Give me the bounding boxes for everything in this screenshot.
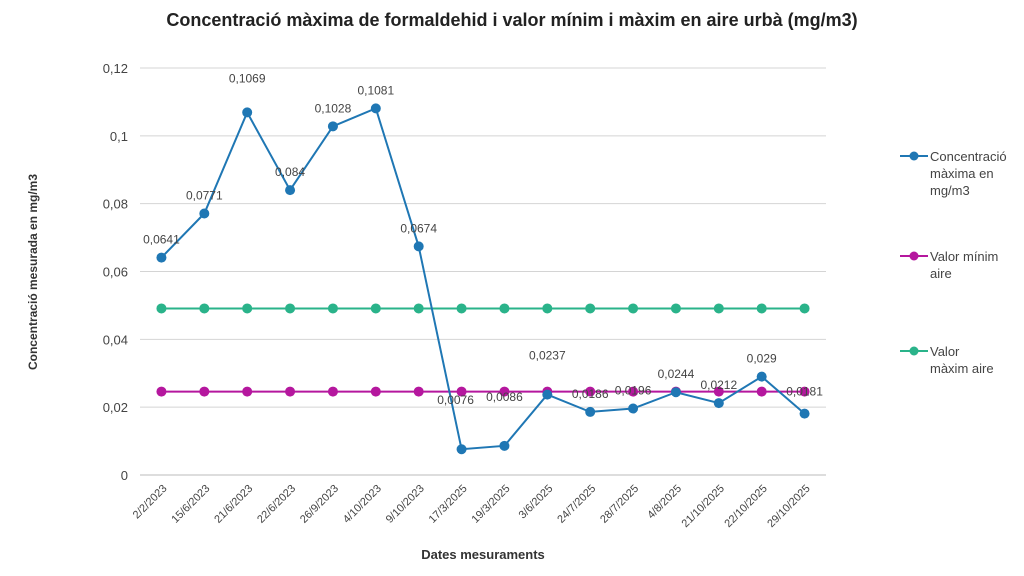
- data-point: [499, 303, 510, 314]
- y-tick-label: 0,02: [103, 400, 128, 415]
- x-tick-label: 26/9/2023: [298, 483, 341, 526]
- data-point: [542, 303, 553, 314]
- data-label: 0,0186: [572, 387, 609, 401]
- data-point: [413, 386, 424, 397]
- x-tick-label: 21/10/2025: [680, 483, 727, 530]
- data-point: [799, 408, 810, 419]
- data-label: 0,0076: [437, 393, 474, 407]
- data-point: [713, 303, 724, 314]
- data-point: [799, 386, 810, 397]
- x-tick-label: 22/6/2023: [255, 483, 298, 526]
- data-point: [285, 185, 296, 196]
- data-point: [370, 386, 381, 397]
- data-point: [670, 303, 681, 314]
- y-tick-label: 0: [121, 468, 128, 483]
- data-point: [670, 387, 681, 398]
- data-label: 0,1081: [357, 83, 394, 97]
- data-label: 0,1069: [229, 71, 266, 85]
- data-point: [327, 121, 338, 132]
- data-point: [756, 303, 767, 314]
- legend-label: Valor mínim aire: [930, 249, 999, 281]
- data-point: [542, 389, 553, 400]
- x-tick-label: 4/10/2023: [341, 483, 384, 526]
- data-label: 0,0237: [529, 349, 566, 363]
- x-tick-label: 19/3/2025: [469, 483, 512, 526]
- x-tick-label: 2/2/2023: [131, 483, 170, 522]
- x-tick-label: 24/7/2025: [555, 483, 598, 526]
- data-point: [456, 444, 467, 455]
- data-label: 0,084: [275, 165, 305, 179]
- data-point: [413, 241, 424, 252]
- y-axis-label: Concentració mesurada en mg/m3: [26, 174, 40, 370]
- data-point: [628, 386, 639, 397]
- data-point: [370, 303, 381, 314]
- data-label: 0,1028: [315, 101, 352, 115]
- data-label: 0,029: [747, 352, 777, 366]
- data-point: [199, 386, 210, 397]
- data-point: [499, 386, 510, 397]
- data-label: 0,0181: [786, 385, 823, 399]
- data-point: [327, 386, 338, 397]
- legend-label: Concentració màxima en mg/m3: [930, 149, 1007, 198]
- data-point: [628, 303, 639, 314]
- data-label: 0,0244: [658, 367, 695, 381]
- data-point: [242, 107, 253, 118]
- data-point: [327, 303, 338, 314]
- data-point: [413, 303, 424, 314]
- series-line: [160, 107, 806, 451]
- y-tick-label: 0,04: [103, 332, 128, 347]
- data-point: [756, 371, 767, 382]
- x-tick-label: 28/7/2025: [598, 483, 641, 526]
- data-point: [585, 386, 596, 397]
- data-point: [285, 303, 296, 314]
- x-tick-label: 3/6/2025: [517, 483, 556, 522]
- y-tick-label: 0,12: [103, 61, 128, 76]
- data-point: [156, 252, 167, 263]
- y-tick-label: 0,06: [103, 265, 128, 280]
- data-label: 0,0771: [186, 189, 223, 203]
- data-point: [499, 440, 510, 451]
- data-point: [156, 386, 167, 397]
- data-point: [713, 398, 724, 409]
- data-point: [628, 403, 639, 414]
- data-point: [242, 386, 253, 397]
- data-point: [199, 208, 210, 219]
- legend-label: Valor màxim aire: [930, 344, 994, 376]
- data-point: [456, 303, 467, 314]
- data-point: [199, 303, 210, 314]
- x-axis-label: Dates mesuraments: [421, 547, 545, 562]
- x-tick-label: 22/10/2025: [722, 483, 769, 530]
- data-point: [456, 386, 467, 397]
- data-point: [370, 103, 381, 114]
- data-label: 0,0674: [400, 221, 437, 235]
- x-tick-label: 21/6/2023: [212, 483, 255, 526]
- chart-title: Concentració màxima de formaldehid i val…: [166, 10, 858, 30]
- data-label: 0,0086: [486, 390, 523, 404]
- data-point: [756, 386, 767, 397]
- x-tick-label: 15/6/2023: [169, 483, 212, 526]
- data-point: [156, 303, 167, 314]
- legend-marker: [900, 346, 928, 356]
- x-tick-label: 17/3/2025: [427, 483, 470, 526]
- x-tick-label: 4/8/2025: [645, 483, 684, 522]
- y-tick-label: 0,08: [103, 197, 128, 212]
- data-point: [585, 303, 596, 314]
- data-label: 0,0641: [143, 233, 180, 247]
- data-point: [713, 386, 724, 397]
- legend-marker: [900, 151, 928, 161]
- data-label: 0,0212: [700, 378, 737, 392]
- x-tick-label: 9/10/2023: [384, 483, 427, 526]
- data-label: 0,0196: [615, 384, 652, 398]
- data-point: [585, 406, 596, 417]
- y-tick-label: 0,1: [110, 129, 128, 144]
- data-point: [799, 303, 810, 314]
- data-point: [285, 386, 296, 397]
- x-tick-label: 29/10/2025: [765, 483, 812, 530]
- data-point: [242, 303, 253, 314]
- legend-marker: [900, 251, 928, 261]
